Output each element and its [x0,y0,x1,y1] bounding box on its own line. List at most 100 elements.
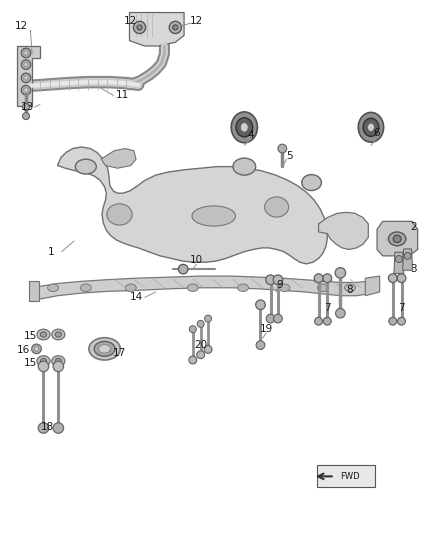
Text: 5: 5 [286,151,293,161]
Circle shape [256,341,265,350]
Ellipse shape [40,358,46,364]
Text: 9: 9 [276,280,283,290]
Circle shape [189,356,197,364]
Ellipse shape [48,284,59,292]
Text: 18: 18 [41,422,54,432]
FancyBboxPatch shape [317,465,374,487]
Circle shape [24,88,28,92]
Polygon shape [403,249,413,270]
Circle shape [389,317,397,325]
Ellipse shape [32,344,41,353]
Polygon shape [130,13,184,46]
Text: 10: 10 [190,255,203,265]
Text: 8: 8 [346,285,353,295]
Text: FWD: FWD [340,472,360,481]
Circle shape [169,21,181,34]
Ellipse shape [55,358,61,364]
Polygon shape [365,276,380,296]
Circle shape [53,423,64,433]
Ellipse shape [37,356,50,366]
Polygon shape [318,212,368,249]
Circle shape [204,345,212,353]
Circle shape [189,326,196,333]
Circle shape [21,48,31,58]
Text: 11: 11 [116,91,129,100]
Circle shape [38,361,49,372]
Circle shape [134,21,146,34]
Circle shape [21,73,31,83]
Circle shape [336,309,345,318]
Ellipse shape [81,284,91,292]
Ellipse shape [99,345,111,353]
Circle shape [256,300,265,310]
Ellipse shape [107,204,132,225]
Polygon shape [38,276,367,300]
Circle shape [173,25,178,30]
Ellipse shape [89,338,120,360]
Text: 16: 16 [17,345,30,356]
Circle shape [38,423,49,433]
Circle shape [24,51,28,55]
Text: 15: 15 [24,330,37,341]
Text: 3: 3 [410,264,417,274]
Text: 12: 12 [15,21,28,31]
Ellipse shape [231,112,258,143]
Ellipse shape [55,332,61,337]
Circle shape [178,264,188,274]
Circle shape [398,317,406,325]
Text: 7: 7 [398,303,405,313]
Polygon shape [377,221,418,256]
Ellipse shape [192,206,236,226]
Text: 7: 7 [324,303,331,313]
Ellipse shape [52,329,65,340]
Polygon shape [29,281,39,301]
Text: 12: 12 [190,16,203,26]
Ellipse shape [279,284,290,292]
Circle shape [21,60,31,69]
Ellipse shape [302,175,321,190]
Circle shape [197,320,204,327]
Circle shape [274,314,283,323]
Text: 17: 17 [113,348,126,358]
Text: 6: 6 [374,127,380,138]
Circle shape [197,351,205,359]
Text: 12: 12 [124,16,138,26]
Polygon shape [57,147,327,264]
Text: 20: 20 [194,340,207,350]
Ellipse shape [345,284,356,292]
Ellipse shape [75,159,96,174]
Circle shape [314,274,323,282]
Ellipse shape [233,158,256,175]
Circle shape [24,62,28,67]
Circle shape [323,274,332,282]
Text: 14: 14 [130,292,144,302]
Circle shape [389,274,397,282]
Circle shape [278,144,287,153]
Circle shape [335,268,346,278]
Circle shape [397,274,406,282]
Circle shape [396,255,403,263]
Ellipse shape [237,284,248,292]
Ellipse shape [318,284,328,292]
Circle shape [266,314,275,323]
Circle shape [22,112,29,119]
Circle shape [314,317,322,325]
Circle shape [273,275,283,285]
Ellipse shape [34,346,39,351]
Circle shape [404,253,411,260]
Ellipse shape [94,342,115,356]
Ellipse shape [367,123,374,132]
Ellipse shape [125,284,136,292]
Ellipse shape [363,118,379,136]
Text: 13: 13 [21,102,35,112]
Circle shape [137,25,142,30]
Ellipse shape [393,235,401,243]
Text: 4: 4 [247,130,254,140]
Circle shape [266,275,276,285]
Text: 2: 2 [410,222,417,232]
Polygon shape [394,252,404,273]
Text: 15: 15 [24,358,37,368]
Circle shape [21,85,31,95]
Text: 19: 19 [260,324,273,334]
Ellipse shape [37,329,50,340]
